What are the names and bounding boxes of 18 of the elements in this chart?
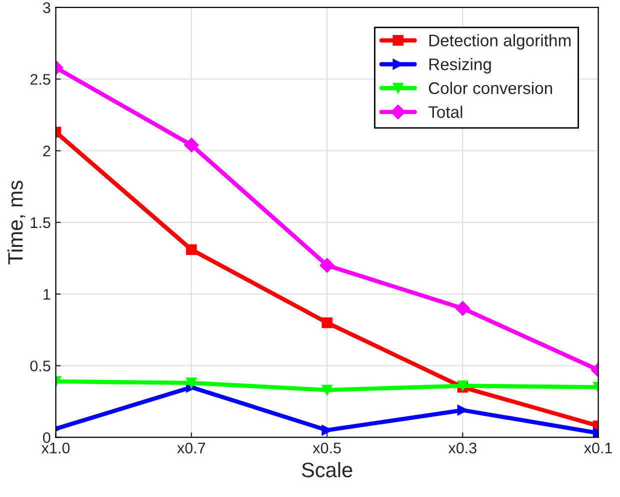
- legend-label: Detection algorithm: [429, 34, 571, 50]
- y-tick-label: 2.5: [30, 74, 50, 85]
- legend-label: Total: [428, 106, 462, 118]
- x-tick-label: x0.1: [584, 442, 612, 454]
- x-tick-label: x0.3: [448, 442, 476, 454]
- x-tick-label: x0.5: [312, 442, 341, 454]
- y-tick-label: 1: [44, 289, 50, 300]
- y-tick-label: 3: [43, 2, 50, 14]
- y-tick-label: 0.5: [30, 360, 50, 372]
- y-tick-label: 1.5: [30, 217, 50, 228]
- x-tick-label: x1.0: [42, 442, 70, 454]
- x-tick-label: x0.7: [177, 442, 206, 454]
- y-tick-label: 0: [43, 432, 50, 444]
- legend-label: Resizing: [429, 58, 491, 74]
- x-axis-title: Scale: [302, 462, 352, 478]
- y-axis-title: Time, ms: [8, 180, 26, 264]
- y-tick-label: 2: [43, 146, 50, 156]
- legend-label: Color conversion: [428, 82, 552, 94]
